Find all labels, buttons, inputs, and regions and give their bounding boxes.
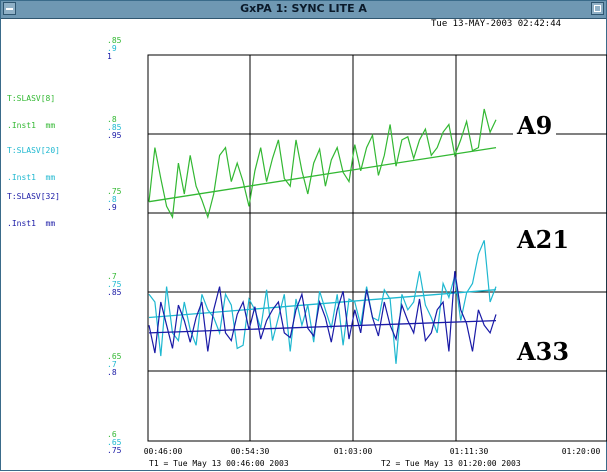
annotation-a33: A33	[513, 337, 574, 366]
trend-line-2	[148, 319, 497, 334]
y-tick-label: .75	[107, 446, 122, 455]
signal-label-20: T:SLASV[20] .Inst1 mm	[7, 128, 60, 200]
signal-unit: .Inst1 mm	[7, 173, 56, 182]
signal-unit: .Inst1 mm	[7, 219, 56, 228]
y-tick-label: .8	[107, 115, 117, 124]
series-line-1	[148, 240, 497, 364]
y-tick-label: .6	[107, 430, 117, 439]
footer-t2: T2 = Tue May 13 01:20:00 2003	[381, 459, 521, 468]
series-line-2	[148, 271, 497, 354]
series-line-0	[148, 108, 497, 220]
y-tick-label: .65	[107, 438, 122, 447]
y-tick-label: .65	[107, 352, 122, 361]
y-tick-label: .7	[107, 272, 117, 281]
window-title: GxPA 1: SYNC LITE A	[240, 2, 367, 15]
signal-label-8: T:SLASV[8] .Inst1 mm	[7, 76, 55, 148]
y-tick-label: .75	[107, 280, 122, 289]
y-tick-label: .85	[107, 123, 122, 132]
annotation-a21: A21	[513, 225, 574, 254]
y-tick-label: .9	[107, 44, 117, 53]
title-bar[interactable]: GxPA 1: SYNC LITE A	[1, 1, 606, 19]
signal-name: T:SLASV[8]	[7, 94, 56, 103]
y-tick-label: .9	[107, 203, 117, 212]
timestamp: Tue 13-MAY-2003 02:42:44	[431, 19, 562, 29]
x-tick: 01:20:00	[561, 447, 601, 456]
y-tick-label: .75	[107, 187, 122, 196]
signal-name: T:SLASV[20]	[7, 146, 60, 155]
signal-label-32: T:SLASV[32] .Inst1 mm	[7, 174, 60, 246]
signal-unit: .Inst1 mm	[7, 121, 56, 130]
y-tick-label: .8	[107, 195, 117, 204]
x-tick: 01:03:00	[333, 447, 373, 456]
trend-line-1	[148, 289, 497, 319]
x-tick: 00:54:30	[230, 447, 270, 456]
y-tick-label: 1	[107, 52, 112, 61]
y-tick-label: .85	[107, 288, 122, 297]
y-tick-label: .95	[107, 131, 122, 140]
x-tick: 01:11:30	[449, 447, 489, 456]
x-tick: 00:46:00	[143, 447, 183, 456]
y-tick-label: .7	[107, 360, 117, 369]
window-menu-button[interactable]	[3, 2, 16, 15]
maximize-button[interactable]	[591, 2, 604, 15]
signal-name: T:SLASV[32]	[7, 192, 60, 201]
y-tick-label: .8	[107, 368, 117, 377]
annotation-a9: A9	[513, 111, 557, 140]
y-tick-label: .85	[107, 36, 122, 45]
footer-t1: T1 = Tue May 13 00:46:00 2003	[149, 459, 289, 468]
plot-frame	[147, 54, 607, 442]
trend-line-0	[148, 146, 497, 203]
